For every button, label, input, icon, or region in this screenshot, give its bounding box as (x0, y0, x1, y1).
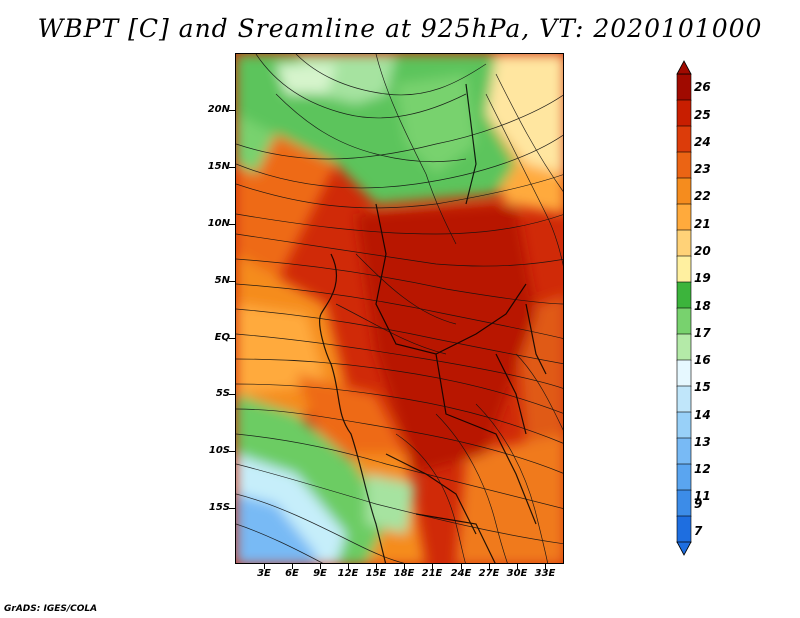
colorbar-segment (676, 203, 692, 231)
colorbar-segment (676, 489, 692, 517)
colorbar-label: 19 (694, 271, 711, 285)
lon-label-30e: 30E (506, 568, 528, 579)
lat-tick (229, 508, 235, 509)
colorbar-segment (676, 515, 692, 543)
lat-label-15n: 15N (207, 161, 230, 172)
lat-tick (229, 394, 235, 395)
lat-tick (229, 224, 235, 225)
map-panel (235, 53, 564, 564)
colorbar-segment (676, 255, 692, 283)
lon-tick (432, 564, 433, 569)
colorbar-segment (676, 281, 692, 309)
colorbar-segment (676, 359, 692, 387)
colorbar-segment (676, 229, 692, 257)
lon-tick (517, 564, 518, 569)
colorbar-max-arrow (676, 60, 692, 75)
colorbar-segment (676, 385, 692, 413)
lat-label-10n: 10N (207, 218, 230, 229)
wbpt-field (236, 54, 563, 563)
colorbar-segment (676, 73, 692, 101)
colorbar-label: 21 (694, 217, 711, 231)
colorbar-segment (676, 99, 692, 127)
colorbar-segment (676, 463, 692, 491)
colorbar-label: 11 (694, 489, 711, 503)
colorbar-min-arrow (676, 541, 692, 556)
colorbar-segment (676, 125, 692, 153)
lon-label-15e: 15E (365, 568, 387, 579)
lat-label-15s: 15S (208, 502, 230, 513)
lon-tick (348, 564, 349, 569)
colorbar-label: 13 (694, 435, 711, 449)
lat-tick (229, 281, 235, 282)
footer-credit: GrADS: IGES/COLA (4, 604, 98, 614)
lon-tick (292, 564, 293, 569)
colorbar-label: 14 (694, 408, 711, 422)
colorbar-segment (676, 333, 692, 361)
lon-label-6e: 6E (285, 568, 299, 579)
colorbar-label: 25 (694, 108, 711, 122)
colorbar-segment (676, 411, 692, 439)
colorbar-label: 15 (694, 380, 711, 394)
colorbar-label: 7 (694, 524, 703, 538)
lon-tick (320, 564, 321, 569)
lon-label-27e: 27E (478, 568, 500, 579)
lon-tick (545, 564, 546, 569)
lon-label-21e: 21E (421, 568, 443, 579)
chart-title: WBPT [C] and Sreamline at 925hPa, VT: 20… (37, 14, 763, 43)
colorbar-label: 9 (694, 497, 703, 511)
colorbar-segment (676, 177, 692, 205)
colorbar-segment (676, 151, 692, 179)
colorbar-label: 16 (694, 353, 711, 367)
lat-label-eq: EQ (214, 332, 230, 343)
lat-label-20n: 20N (207, 104, 230, 115)
lon-tick (404, 564, 405, 569)
colorbar-label: 18 (694, 299, 711, 313)
lat-tick (229, 451, 235, 452)
lon-tick (489, 564, 490, 569)
lon-label-33e: 33E (534, 568, 556, 579)
lon-label-3e: 3E (257, 568, 271, 579)
colorbar-label: 23 (694, 162, 711, 176)
lon-label-12e: 12E (337, 568, 359, 579)
lon-tick (461, 564, 462, 569)
colorbar-label: 12 (694, 462, 711, 476)
colorbar-label: 22 (694, 189, 711, 203)
lat-tick (229, 338, 235, 339)
colorbar-label: 26 (694, 80, 711, 94)
lon-tick (264, 564, 265, 569)
colorbar-segment (676, 307, 692, 335)
colorbar-segment (676, 437, 692, 465)
colorbar-label: 24 (694, 135, 711, 149)
lat-tick (229, 167, 235, 168)
colorbar (676, 60, 692, 556)
lon-tick (376, 564, 377, 569)
lat-tick (229, 110, 235, 111)
colorbar-label: 20 (694, 244, 711, 258)
lat-label-5n: 5N (214, 275, 230, 286)
colorbar-label: 17 (694, 326, 711, 340)
lat-label-10s: 10S (208, 445, 230, 456)
lon-label-18e: 18E (393, 568, 415, 579)
lon-label-9e: 9E (313, 568, 327, 579)
lon-label-24e: 24E (450, 568, 472, 579)
lat-label-5s: 5S (215, 388, 230, 399)
